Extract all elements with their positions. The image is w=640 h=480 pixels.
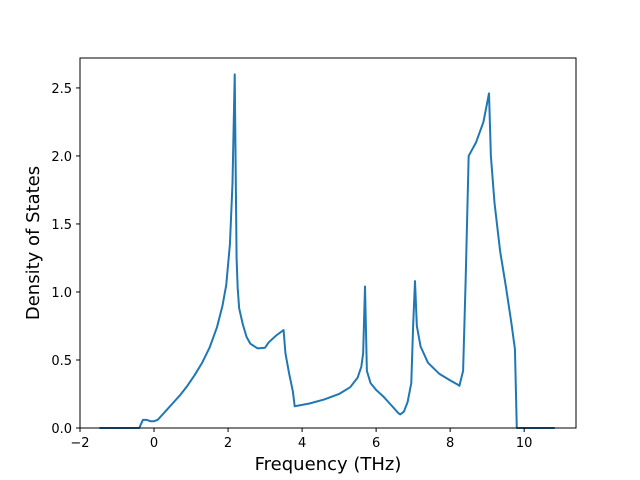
y-axis-label: Density of States — [23, 166, 44, 320]
x-tick-label: 2 — [224, 436, 232, 451]
x-tick-label: 0 — [150, 436, 158, 451]
x-axis-label: Frequency (THz) — [255, 454, 402, 475]
y-tick-label: 0.5 — [51, 354, 72, 369]
x-axis-ticks: −2 0 2 4 6 8 10 — [70, 428, 532, 451]
plot-data — [99, 73, 555, 429]
x-tick-label: 4 — [298, 436, 306, 451]
y-tick-label: 1.0 — [51, 286, 72, 301]
x-tick-label: 8 — [446, 436, 454, 451]
x-tick-label: −2 — [70, 436, 89, 451]
dos-line-series-0 — [99, 73, 555, 429]
y-tick-label: 2.5 — [51, 82, 72, 97]
x-tick-label: 6 — [372, 436, 380, 451]
x-tick-label: 10 — [516, 436, 533, 451]
plot-frame — [79, 57, 577, 429]
y-axis-ticks: 0.0 0.5 1.0 1.5 2.0 2.5 — [51, 82, 80, 437]
y-tick-label: 2.0 — [51, 150, 72, 165]
y-tick-label: 0.0 — [51, 422, 72, 437]
y-tick-label: 1.5 — [51, 218, 72, 233]
